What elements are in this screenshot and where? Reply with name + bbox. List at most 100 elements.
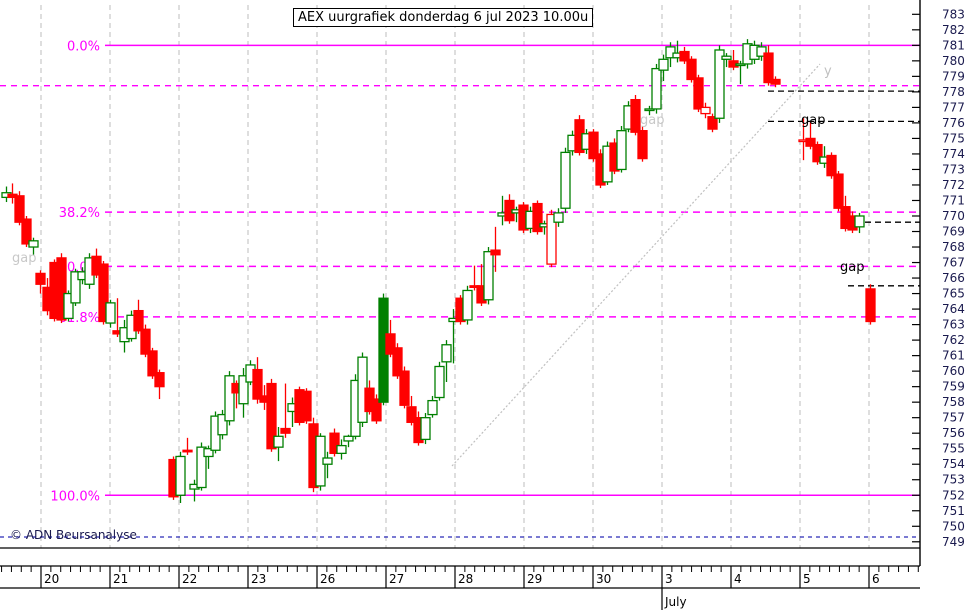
candlestick	[490, 226, 501, 272]
candlestick	[175, 451, 186, 504]
y-tick-label: 774	[942, 147, 965, 161]
candlestick	[553, 208, 564, 227]
candle-body	[322, 457, 333, 465]
candle-body	[826, 154, 837, 177]
y-tick-label: 780	[942, 54, 965, 68]
candlestick	[854, 212, 865, 234]
candlestick	[658, 54, 669, 82]
candlestick	[679, 46, 690, 64]
candle-body	[763, 52, 774, 84]
candle-body	[483, 251, 494, 301]
candle-body	[56, 257, 67, 321]
candlestick	[343, 434, 354, 448]
candle-body	[588, 131, 599, 160]
candlestick	[196, 442, 207, 491]
y-tick-label: 750	[942, 519, 965, 533]
candlestick	[392, 343, 403, 379]
candle-body	[756, 46, 767, 57]
candlestick	[546, 209, 557, 268]
candlestick	[147, 347, 158, 379]
y-tick-label: 768	[942, 240, 965, 254]
candle-body	[693, 77, 704, 110]
y-tick-label: 758	[942, 395, 965, 409]
candlestick	[70, 268, 81, 306]
candlestick	[770, 76, 781, 88]
candle-body	[686, 58, 697, 81]
candle-body	[63, 292, 74, 320]
gap-label: gap	[640, 113, 664, 128]
candle-body	[658, 58, 669, 71]
candlestick	[238, 368, 249, 418]
candlestick	[707, 113, 718, 133]
trendline-label: y	[824, 64, 832, 79]
candlestick	[182, 437, 193, 455]
candle-body	[812, 143, 823, 163]
candle-body	[154, 372, 165, 388]
candlestick	[133, 299, 144, 334]
candlestick	[217, 409, 228, 440]
fib-label: 100.0%	[50, 489, 100, 504]
candlestick	[532, 200, 543, 235]
x-tick-label: 20	[44, 572, 59, 586]
candle-body	[371, 398, 382, 422]
candlestick	[588, 129, 599, 162]
x-tick-label: 5	[803, 572, 811, 586]
candlestick	[665, 42, 676, 68]
candle-body	[217, 413, 228, 436]
candlestick	[336, 439, 347, 460]
candlestick	[56, 253, 67, 324]
candlestick	[280, 383, 291, 438]
candlestick	[399, 366, 410, 409]
candle-body	[700, 106, 711, 115]
y-tick-label: 752	[942, 488, 965, 502]
candle-body	[175, 455, 186, 496]
candle-body	[427, 399, 438, 416]
y-tick-label: 757	[942, 411, 965, 425]
candle-body	[133, 309, 144, 332]
candlestick	[154, 369, 165, 400]
y-tick-label: 772	[942, 178, 965, 192]
candle-body	[735, 63, 746, 67]
y-tick-label: 776	[942, 116, 965, 130]
x-tick-label: 23	[251, 572, 266, 586]
gap-label: gap	[801, 113, 825, 128]
candle-body	[637, 130, 648, 160]
candle-body	[679, 50, 690, 62]
candle-body	[616, 130, 627, 171]
x-tick-label: 3	[665, 572, 673, 586]
candlestick	[616, 126, 627, 173]
candlestick	[406, 395, 417, 426]
candle-body	[490, 249, 501, 256]
month-label: July	[664, 595, 687, 609]
candle-body	[865, 288, 876, 323]
y-tick-label: 782	[942, 23, 965, 37]
y-tick-label: 753	[942, 473, 965, 487]
y-tick-label: 767	[942, 256, 965, 270]
y-tick-label: 778	[942, 85, 965, 99]
x-tick-label: 29	[527, 572, 542, 586]
candlestick	[805, 121, 816, 150]
y-tick-label: 779	[942, 69, 965, 83]
candle-body	[280, 427, 291, 434]
candlestick	[462, 285, 473, 325]
candlestick	[693, 74, 704, 113]
y-tick-label: 781	[942, 38, 965, 52]
candlestick	[686, 56, 697, 83]
candlestick	[651, 63, 662, 114]
candlestick	[28, 237, 39, 255]
candle-body	[833, 173, 844, 209]
candle-body	[238, 375, 249, 405]
y-tick-label: 775	[942, 131, 965, 145]
y-tick-label: 770	[942, 209, 965, 223]
plot-background	[0, 5, 920, 548]
candle-body	[854, 215, 865, 228]
x-tick-label: 27	[389, 572, 404, 586]
candlestick	[385, 319, 396, 358]
candle-body	[329, 432, 340, 455]
candle-body	[805, 137, 816, 147]
candle-body	[532, 202, 543, 233]
y-tick-label: 764	[942, 302, 965, 316]
candlestick	[637, 126, 648, 162]
candle-body	[560, 151, 571, 209]
